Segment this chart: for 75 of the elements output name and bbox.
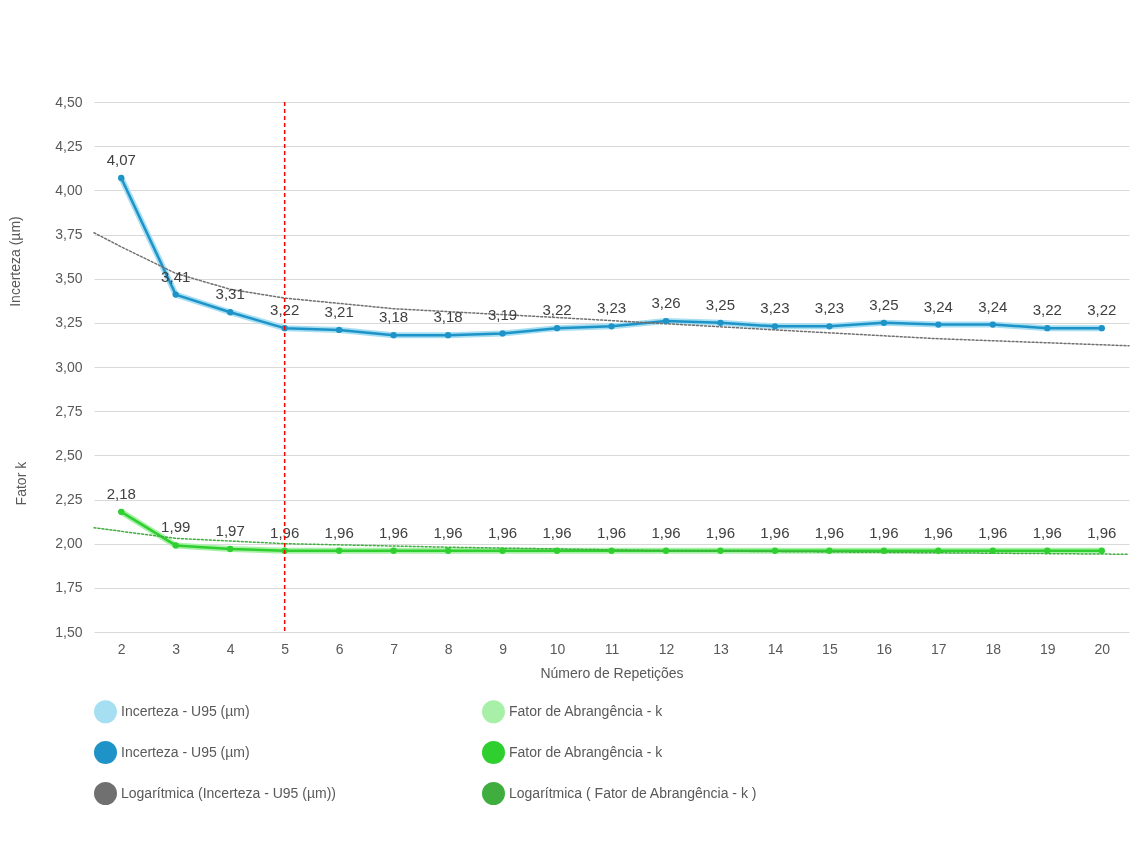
x-tick-label: 20 <box>1094 640 1111 657</box>
x-tick-label: 12 <box>658 640 675 657</box>
legend-label: Fator de Abrangência - k <box>509 743 664 760</box>
x-tick-label: 18 <box>985 640 1002 657</box>
data-label: 1,96 <box>705 523 736 541</box>
data-label: 1,96 <box>1032 523 1062 541</box>
x-tick-label: 19 <box>1040 640 1056 657</box>
data-label: 1,96 <box>978 523 1008 541</box>
data-label: 1,96 <box>869 523 899 541</box>
data-label: 3,22 <box>1032 301 1062 319</box>
y-tick-label: 2,50 <box>55 446 83 463</box>
x-axis-title: Número de Repetições <box>540 664 684 681</box>
y-tick-label: 4,25 <box>55 137 83 154</box>
data-label: 1,96 <box>542 523 572 541</box>
y-tick-label: 3,50 <box>55 270 83 287</box>
data-label: 3,22 <box>1087 301 1117 319</box>
y-axis-title: Incerteza (µm) <box>6 216 23 307</box>
y-tick-label: 4,50 <box>55 93 83 110</box>
data-label: 3,25 <box>705 295 736 313</box>
data-label: 3,18 <box>379 308 409 326</box>
y-tick-label: 1,50 <box>55 623 83 640</box>
legend-label: Logarítmica ( Fator de Abrangência - k ) <box>509 784 757 801</box>
data-label: 1,96 <box>379 523 409 541</box>
data-label: 1,96 <box>651 523 681 541</box>
data-label: 1,99 <box>161 518 191 536</box>
y-tick-label: 3,25 <box>55 314 83 331</box>
x-tick-label: 10 <box>549 640 566 657</box>
x-tick-label: 14 <box>767 640 784 657</box>
x-tick-label: 8 <box>444 640 453 657</box>
legend-label: Incerteza - U95 (µm) <box>121 743 250 760</box>
data-label: 1,96 <box>760 523 790 541</box>
x-tick-label: 9 <box>499 640 508 657</box>
x-tick-label: 7 <box>390 640 399 657</box>
data-label: 3,23 <box>814 299 844 317</box>
data-label: 3,23 <box>760 299 790 317</box>
data-label: 3,24 <box>978 297 1008 315</box>
data-label: 3,18 <box>433 308 463 326</box>
data-label: 3,21 <box>324 302 354 320</box>
x-tick-label: 17 <box>931 640 947 657</box>
y-tick-label: 3,00 <box>55 358 83 375</box>
legend-label: Incerteza - U95 (µm) <box>121 702 250 719</box>
y-tick-label: 2,75 <box>55 402 83 419</box>
data-label: 3,23 <box>596 299 627 317</box>
data-label: 1,96 <box>487 523 518 541</box>
y-tick-label: 4,00 <box>55 181 83 198</box>
x-tick-label: 2 <box>117 640 126 657</box>
text: Fator k <box>13 460 29 506</box>
data-label: 4,07 <box>106 150 136 168</box>
data-label: 1,96 <box>596 523 627 541</box>
data-label: 1,96 <box>923 523 953 541</box>
data-label: 1,96 <box>433 523 463 541</box>
x-tick-label: 15 <box>822 640 838 657</box>
legend-label: Fator de Abrangência - k <box>509 702 664 719</box>
data-label: 3,26 <box>651 294 681 312</box>
data-label: 1,96 <box>324 523 354 541</box>
x-tick-label: 16 <box>876 640 893 657</box>
x-tick-label: 13 <box>713 640 729 657</box>
y-tick-label: 2,25 <box>55 491 83 507</box>
y-tick-label: 3,75 <box>55 226 83 242</box>
data-label: 1,96 <box>814 523 844 541</box>
data-label: 1,97 <box>215 521 245 539</box>
x-tick-label: 5 <box>281 640 290 657</box>
data-label: 3,24 <box>923 297 953 315</box>
data-label: 3,25 <box>869 295 899 313</box>
y-tick-label: 2,00 <box>55 535 83 552</box>
data-label: 2,18 <box>106 484 136 502</box>
data-label: 3,22 <box>542 301 572 319</box>
x-tick-label: 4 <box>226 640 235 657</box>
y-tick-label: 1,75 <box>55 579 83 596</box>
data-label: 3,31 <box>215 285 245 303</box>
x-tick-label: 11 <box>604 640 620 657</box>
x-tick-label: 3 <box>172 640 181 657</box>
data-label: 1,96 <box>1087 523 1117 541</box>
x-tick-label: 6 <box>335 640 344 657</box>
legend-label: Logarítmica (Incerteza - U95 (µm)) <box>121 784 337 801</box>
